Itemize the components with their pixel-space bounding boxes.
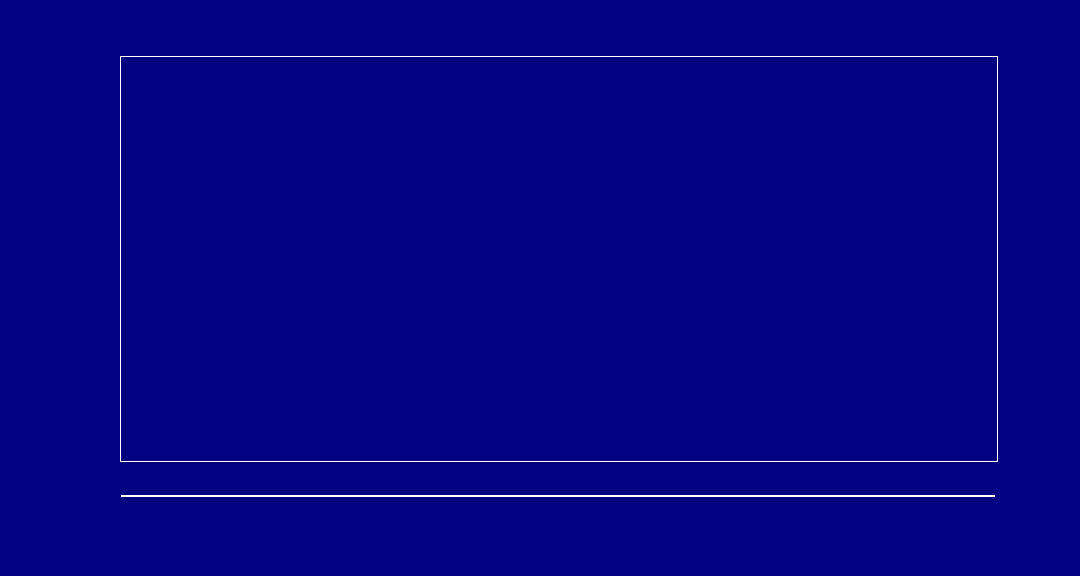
colorbar-gradient [121, 497, 995, 510]
contour-line-layer [121, 57, 997, 461]
colorbar-top-rule [121, 495, 995, 497]
contour-plot-area [121, 57, 997, 461]
colorbar [121, 497, 995, 510]
